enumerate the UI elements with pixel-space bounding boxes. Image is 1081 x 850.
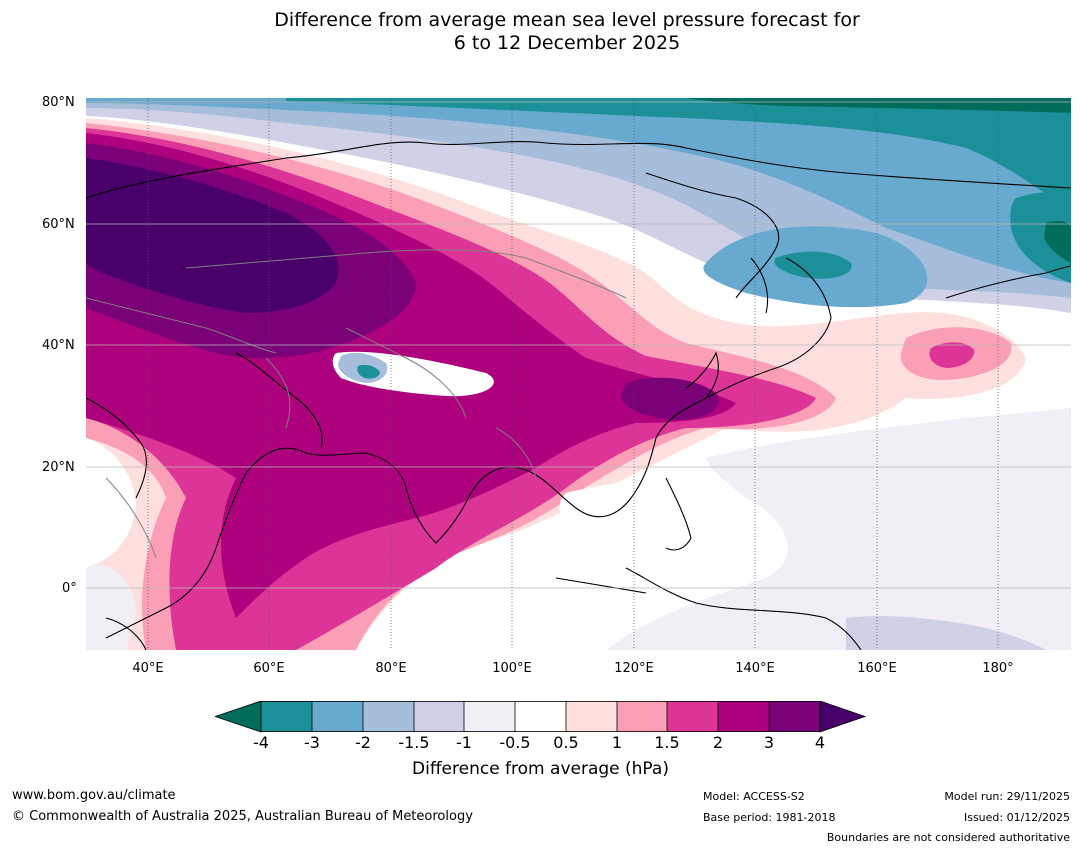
colorbar-tick: -1.5 [398,733,430,752]
colorbar-segment-6 [515,701,566,732]
base-period: Base period: 1981-2018 [703,811,836,824]
colorbar-label: Difference from average (hPa) [412,759,669,779]
colorbar-tick: 3 [763,733,775,752]
colorbar-segment-4 [414,701,464,732]
colorbar-segment-11 [769,701,820,732]
colorbar-tick: -0.5 [499,733,531,752]
colorbar-segment-9 [667,701,718,732]
colorbar-segment-8 [617,701,667,732]
lat-label-equator: 0° [62,581,77,596]
colorbar-over-arrow [819,701,867,733]
lon-label-160e: 160°E [857,661,897,676]
colorbar-under-arrow [215,701,262,733]
contour-pacific-magenta [929,342,975,368]
lat-label-80n: 80°N [42,95,75,110]
lon-label-180: 180° [982,661,1014,676]
colorbar-tick: 2 [712,733,724,752]
lon-label-140e: 140°E [735,661,775,676]
colorbar-segment-7 [566,701,617,732]
lat-label-60n: 60°N [42,217,75,232]
title-line-2: 6 to 12 December 2025 [453,32,681,54]
contour-bering-dark [1044,220,1071,263]
colorbar-tick: -1 [456,733,472,752]
map-canvas [86,98,1071,650]
colorbar-segment-5 [464,701,515,732]
model-run-date: Model run: 29/11/2025 [944,790,1070,803]
contour-bering-teal [1010,192,1071,283]
contour-equator-blue [846,616,1046,650]
lat-label-40n: 40°N [42,338,75,353]
meridians [147,98,999,650]
colorbar-tick: -3 [304,733,320,752]
copyright-text: © Commonwealth of Australia 2025, Austra… [12,809,473,824]
lon-label-40e: 40°E [132,661,164,676]
boundaries-disclaimer: Boundaries are not considered authoritat… [826,831,1070,844]
contour-arctic-sky [86,98,1071,283]
colorbar [215,701,867,733]
map-title: Difference from average mean sea level p… [0,9,1081,55]
lat-label-20n: 20°N [42,460,75,475]
lon-label-100e: 100°E [492,661,532,676]
contour-arctic-teal [286,98,1071,208]
lon-label-60e: 60°E [253,661,285,676]
title-line-1: Difference from average mean sea level p… [274,9,860,31]
colorbar-segment-2 [312,701,363,732]
contour-sea-white [86,438,136,568]
colorbar-tick: 1 [611,733,623,752]
colorbar-segment-10 [718,701,769,732]
contour-positive-darkest [86,158,339,313]
contour-japan-purple [621,377,719,420]
colorbar-tick: 1.5 [654,733,680,752]
contour-tropics-white [559,478,776,558]
colorbar-outline [260,701,821,732]
colorbar-dividers [311,701,770,732]
graticule [86,101,1071,589]
colorbar-tick: -4 [253,733,269,752]
model-name: Model: ACCESS-S2 [703,790,805,803]
pressure-anomaly-map [86,98,1071,650]
colorbar-tick: 0.5 [553,733,579,752]
contour-pamir-teal [357,364,380,379]
colorbar-segment-3 [363,701,414,732]
lon-label-80e: 80°E [375,661,407,676]
contour-pacific-lilac [606,408,1071,650]
issued-date: Issued: 01/12/2025 [963,811,1070,824]
colorbar-segment-1 [261,701,312,732]
bom-url-link[interactable]: www.bom.gov.au/climate [12,788,176,803]
lon-label-120e: 120°E [614,661,654,676]
colorbar-tick: 4 [814,733,826,752]
coastlines [86,141,1071,650]
country-boundaries [86,249,627,559]
colorbar-tick: -2 [355,733,371,752]
contour-east-siberia-teal [774,251,852,279]
